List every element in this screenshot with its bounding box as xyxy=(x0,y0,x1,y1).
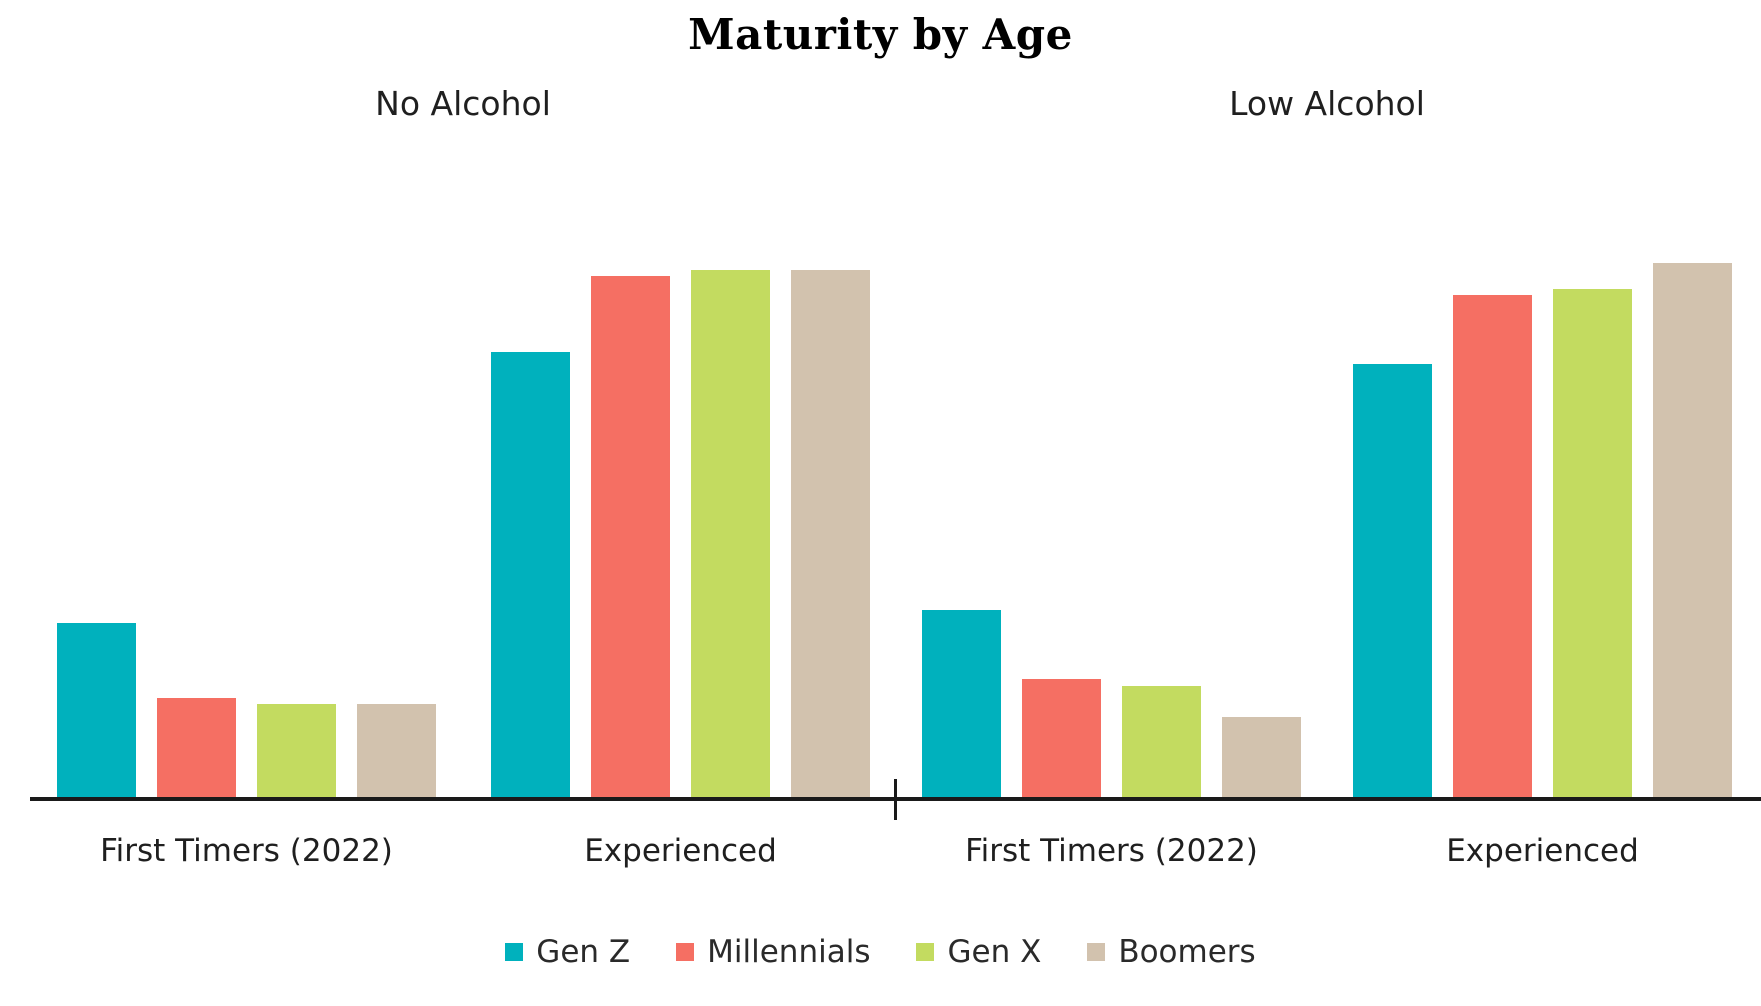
bar-boomers-group-0 xyxy=(357,704,436,799)
bar-millennials-group-3 xyxy=(1453,295,1532,799)
chart-title: Maturity by Age xyxy=(688,10,1073,59)
legend-swatch-gen-z xyxy=(505,943,524,961)
legend-item-millennials: Millennials xyxy=(676,934,870,970)
bar-gen-z-group-2 xyxy=(922,610,1001,799)
x-tick-label: First Timers (2022) xyxy=(100,833,393,869)
facet-divider-tick xyxy=(894,779,897,820)
bar-gen-z-group-3 xyxy=(1353,364,1432,799)
legend-item-gen-x: Gen X xyxy=(916,934,1041,970)
bar-millennials-group-0 xyxy=(157,698,236,799)
bar-boomers-group-3 xyxy=(1653,263,1732,799)
legend-label: Gen X xyxy=(947,934,1042,970)
bar-boomers-group-1 xyxy=(791,270,870,799)
bar-gen-x-group-2 xyxy=(1122,686,1201,799)
bar-group-low-alcohol-experienced xyxy=(1353,263,1732,799)
bar-gen-x-group-3 xyxy=(1553,289,1632,799)
bar-millennials-group-1 xyxy=(591,276,670,799)
x-tick-label: Experienced xyxy=(584,833,777,869)
legend-label: Millennials xyxy=(707,934,871,970)
legend-label: Boomers xyxy=(1118,934,1256,970)
facet-label-no-alcohol: No Alcohol xyxy=(375,84,551,123)
facet-label-low-alcohol: Low Alcohol xyxy=(1229,84,1425,123)
bar-millennials-group-2 xyxy=(1022,679,1101,799)
legend-item-gen-z: Gen Z xyxy=(505,934,630,970)
legend-swatch-gen-x xyxy=(916,943,935,961)
legend-swatch-millennials xyxy=(676,943,695,961)
legend-swatch-boomers xyxy=(1087,943,1106,961)
bar-group-no-alcohol-first-timers xyxy=(57,623,436,799)
bar-gen-x-group-1 xyxy=(691,270,770,799)
x-tick-label: Experienced xyxy=(1446,833,1639,869)
bar-gen-z-group-0 xyxy=(57,623,136,799)
legend: Gen Z Millennials Gen X Boomers xyxy=(0,934,1761,970)
bar-gen-z-group-1 xyxy=(491,352,570,799)
legend-label: Gen Z xyxy=(536,934,631,970)
bar-group-no-alcohol-experienced xyxy=(491,270,870,799)
legend-item-boomers: Boomers xyxy=(1087,934,1256,970)
bar-group-low-alcohol-first-timers xyxy=(922,610,1301,799)
bar-boomers-group-2 xyxy=(1222,717,1301,799)
bar-gen-x-group-0 xyxy=(257,704,336,799)
x-tick-label: First Timers (2022) xyxy=(965,833,1258,869)
